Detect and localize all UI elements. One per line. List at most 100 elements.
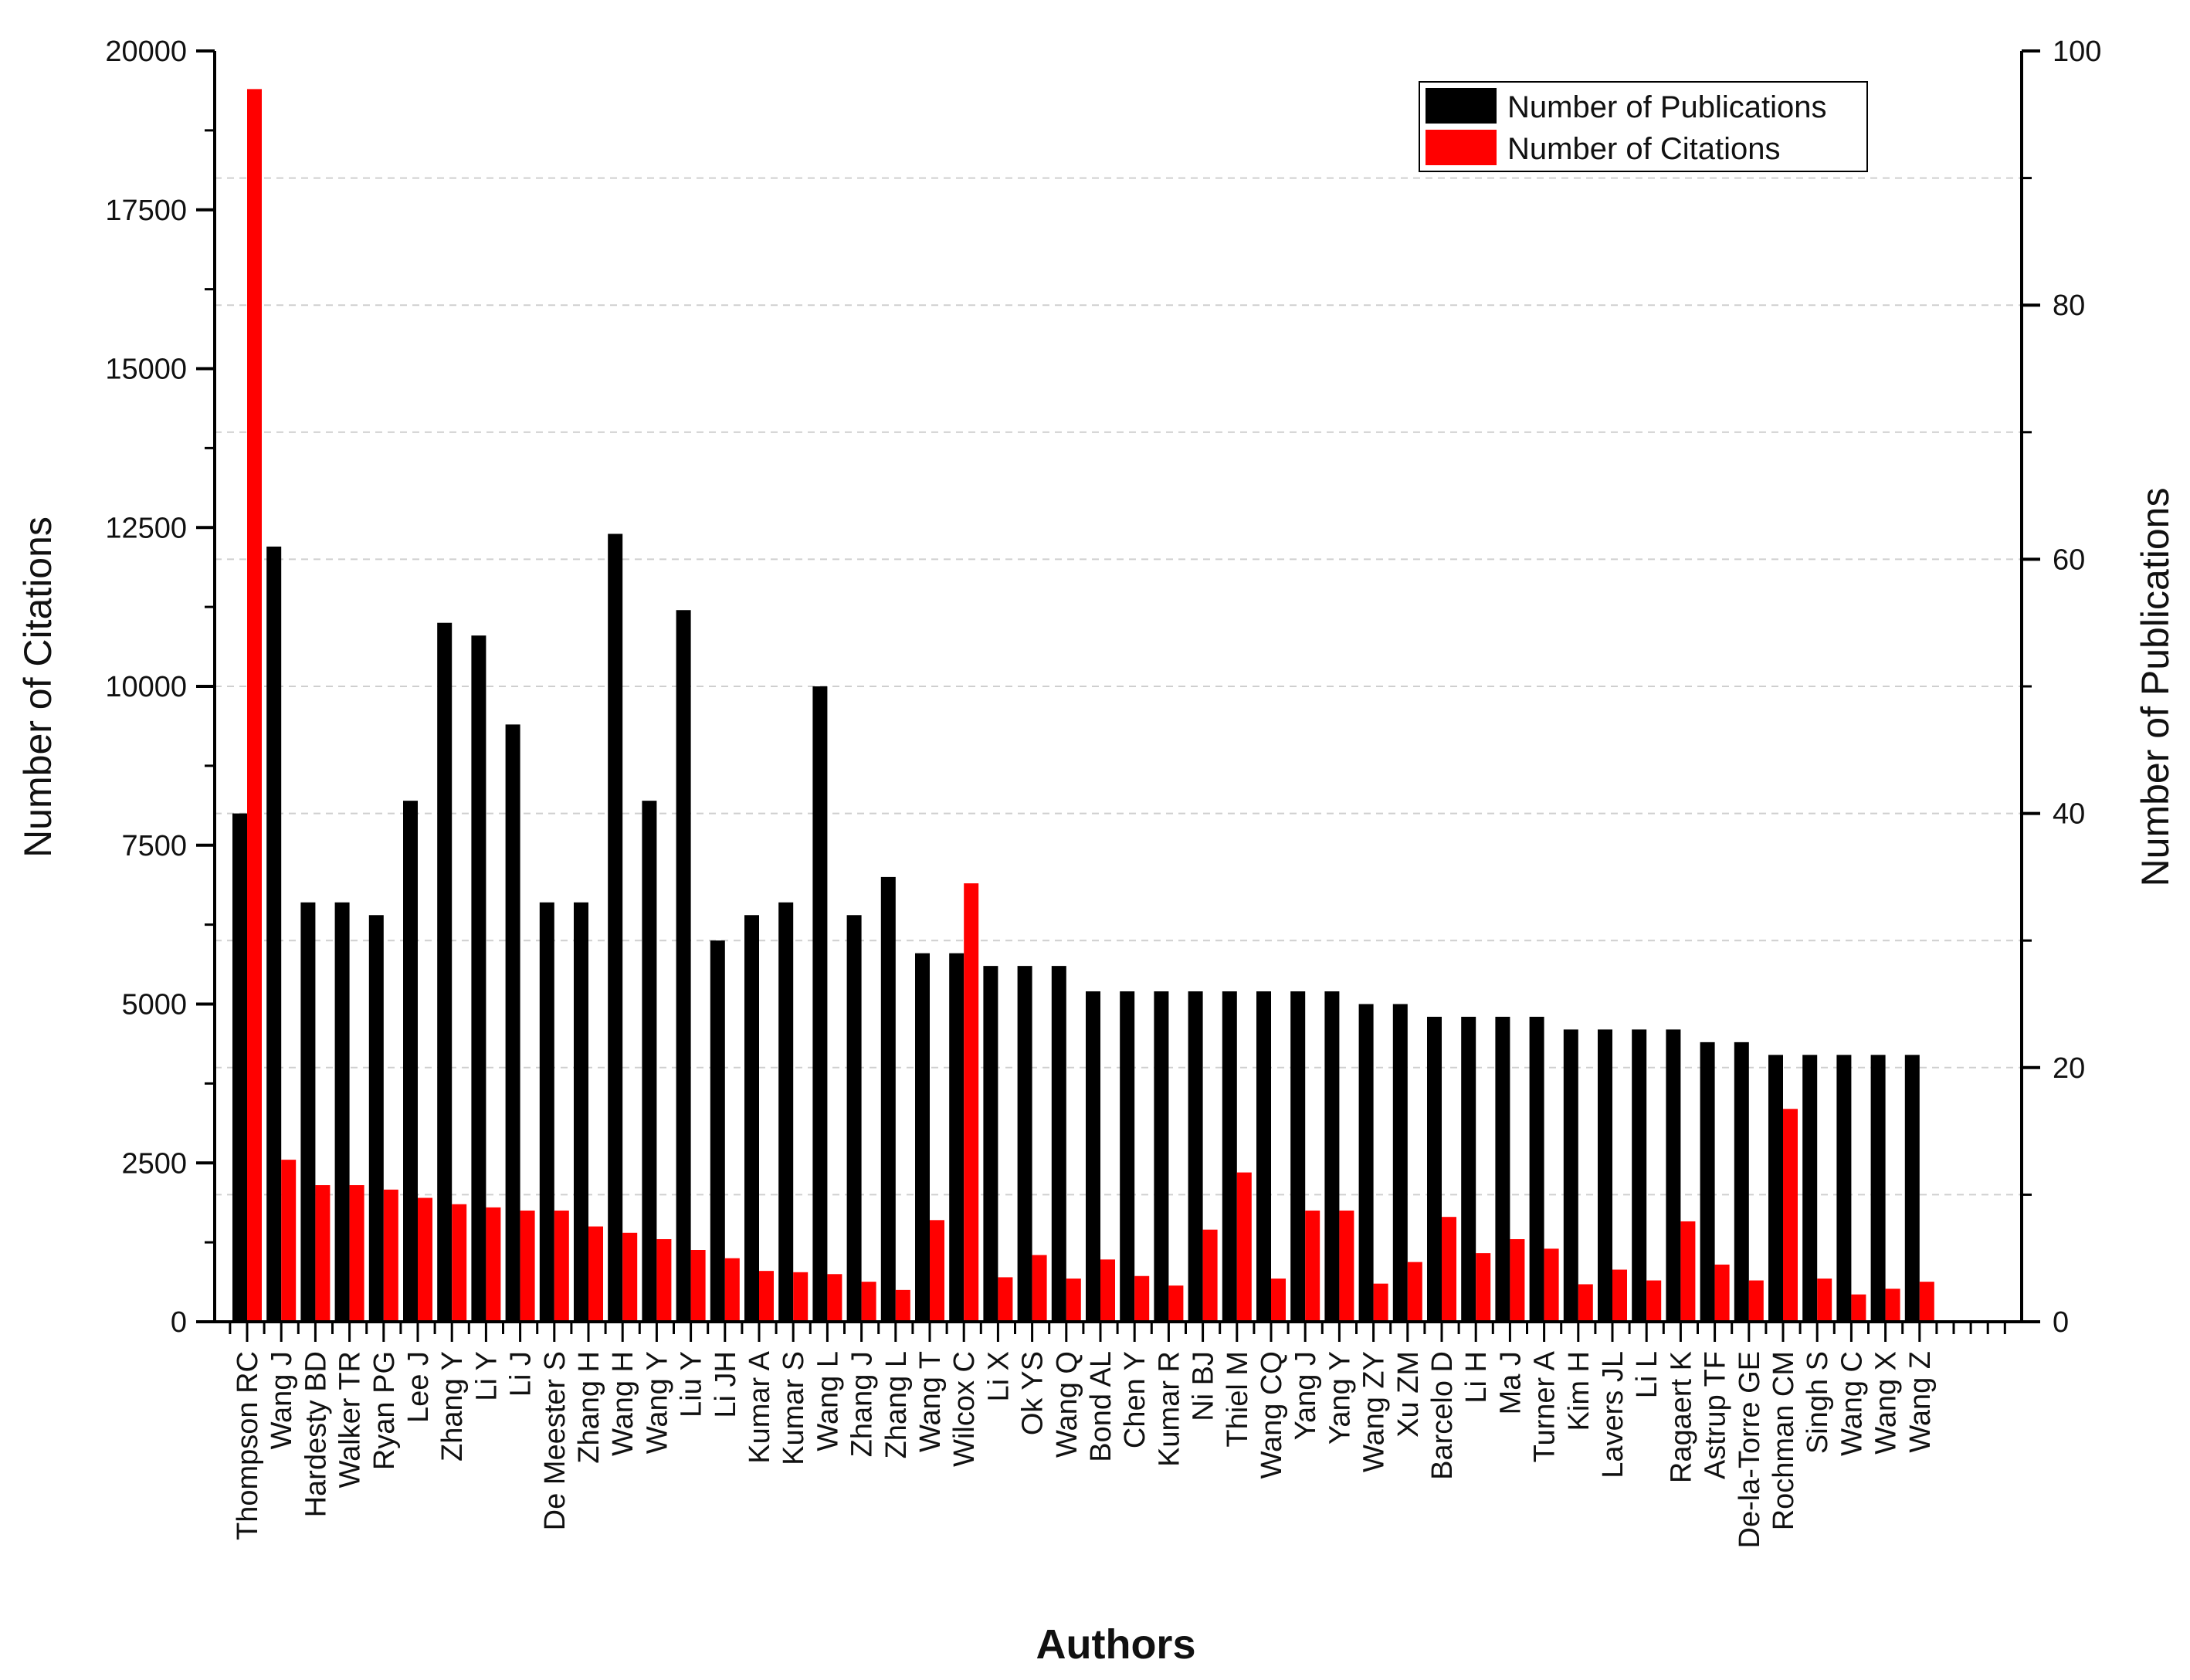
bar-citations bbox=[998, 1277, 1013, 1322]
bar-publications bbox=[1222, 991, 1237, 1322]
x-category-label: Wilcox C bbox=[948, 1351, 981, 1467]
bar-citations bbox=[964, 883, 979, 1322]
bar-citations bbox=[1612, 1269, 1627, 1322]
x-category-label: Xu ZM bbox=[1392, 1351, 1425, 1438]
x-category-label: Li JH bbox=[710, 1351, 742, 1418]
bar-citations bbox=[1407, 1262, 1422, 1322]
bar-citations bbox=[1885, 1289, 1900, 1322]
x-category-label: Wang J bbox=[266, 1351, 298, 1449]
bar-citations bbox=[1783, 1109, 1798, 1322]
bar-publications bbox=[1086, 991, 1100, 1322]
bar-citations bbox=[1646, 1280, 1662, 1322]
x-category-label: Walker TR bbox=[334, 1351, 367, 1488]
right-tick-label: 20 bbox=[2053, 1052, 2085, 1085]
bar-publications bbox=[1461, 1016, 1476, 1322]
bar-publications bbox=[710, 940, 725, 1322]
axes bbox=[196, 49, 2040, 1342]
bar-citations bbox=[383, 1189, 398, 1322]
bar-publications bbox=[915, 953, 930, 1322]
bar-publications bbox=[1563, 1029, 1578, 1322]
bar-publications bbox=[1495, 1016, 1510, 1322]
left-tick-label: 2500 bbox=[121, 1147, 187, 1180]
x-category-label: Wang L bbox=[812, 1351, 844, 1451]
bar-publications bbox=[1154, 991, 1169, 1322]
right-tick-label: 80 bbox=[2053, 290, 2085, 322]
bar-publications bbox=[949, 953, 964, 1322]
x-category-label: Yang J bbox=[1290, 1351, 1322, 1440]
bar-citations bbox=[1032, 1255, 1047, 1322]
x-category-label: Astrup TF bbox=[1700, 1351, 1732, 1479]
bar-publications bbox=[368, 915, 384, 1322]
x-category-label: Singh S bbox=[1802, 1351, 1834, 1454]
bar-citations bbox=[452, 1204, 467, 1322]
bar-citations bbox=[1851, 1294, 1866, 1322]
bar-citations bbox=[827, 1274, 842, 1322]
x-category-label: Wang C bbox=[1836, 1351, 1868, 1456]
right-tick-label: 100 bbox=[2053, 36, 2101, 68]
bar-publications bbox=[778, 902, 794, 1322]
x-category-label: Bond AL bbox=[1085, 1351, 1117, 1462]
bar-citations bbox=[690, 1250, 706, 1322]
right-tick-label: 60 bbox=[2053, 544, 2085, 576]
x-category-label: Lee J bbox=[402, 1351, 435, 1423]
bar-publications bbox=[1120, 991, 1135, 1322]
x-category-label: Kumar R bbox=[1153, 1351, 1185, 1467]
bar-citations bbox=[1100, 1259, 1115, 1322]
x-category-label: Lavers JL bbox=[1597, 1351, 1629, 1478]
bar-publications bbox=[403, 801, 418, 1322]
bar-publications bbox=[1802, 1055, 1818, 1322]
legend-swatch-publications bbox=[1426, 88, 1497, 124]
x-category-label: Hardesty BD bbox=[300, 1351, 332, 1517]
bar-publications bbox=[1904, 1055, 1920, 1322]
bar-citations bbox=[1748, 1280, 1764, 1322]
bar-publications bbox=[1768, 1055, 1783, 1322]
bar-publications bbox=[1598, 1029, 1612, 1322]
bar-citations bbox=[1714, 1264, 1730, 1322]
bar-citations bbox=[247, 89, 262, 1322]
x-category-label: Wang T bbox=[914, 1351, 947, 1452]
bar-citations bbox=[1544, 1248, 1559, 1322]
bar-citations bbox=[1442, 1217, 1456, 1322]
legend: Number of Publications Number of Citatio… bbox=[1419, 81, 1868, 172]
x-category-label: Ma J bbox=[1494, 1351, 1527, 1414]
bar-publications bbox=[812, 686, 828, 1322]
bar-citations bbox=[418, 1197, 432, 1322]
bar-publications bbox=[1529, 1016, 1544, 1322]
bar-publications bbox=[539, 902, 554, 1322]
bar-publications bbox=[1700, 1042, 1715, 1322]
bar-publications bbox=[880, 876, 896, 1322]
bar-citations bbox=[1510, 1239, 1525, 1322]
x-category-label: Ni BJ bbox=[1188, 1351, 1220, 1421]
left-axis-title: Number of Citations bbox=[16, 517, 59, 858]
right-tick-label: 40 bbox=[2053, 798, 2085, 831]
bar-citations bbox=[861, 1282, 876, 1322]
legend-label-publications: Number of Publications bbox=[1507, 90, 1827, 124]
bar-publications bbox=[1290, 991, 1306, 1322]
x-category-label: Thompson RC bbox=[232, 1351, 264, 1540]
bar-citations bbox=[724, 1258, 740, 1322]
x-category-label: Wang X bbox=[1870, 1351, 1903, 1455]
x-category-label: Kumar A bbox=[744, 1350, 776, 1463]
bar-publications bbox=[1870, 1055, 1886, 1322]
left-tick-label: 17500 bbox=[105, 195, 187, 227]
bar-citations bbox=[622, 1232, 638, 1322]
bar-citations bbox=[349, 1185, 364, 1322]
x-category-label: Zhang J bbox=[846, 1351, 879, 1457]
bars bbox=[232, 89, 1934, 1322]
x-category-label: Wang Y bbox=[641, 1351, 673, 1454]
x-category-label: De Meester S bbox=[539, 1351, 571, 1530]
x-category-label: Ryan PG bbox=[368, 1351, 401, 1470]
bar-citations bbox=[1339, 1210, 1354, 1322]
bar-publications bbox=[300, 902, 316, 1322]
bar-publications bbox=[437, 622, 453, 1322]
bar-publications bbox=[334, 902, 350, 1322]
bar-citations bbox=[759, 1271, 774, 1322]
bar-publications bbox=[1427, 1016, 1442, 1322]
bar-citations bbox=[588, 1226, 603, 1322]
bar-citations bbox=[793, 1272, 809, 1322]
x-category-label: Liu Y bbox=[676, 1351, 708, 1418]
bar-citations bbox=[554, 1210, 569, 1322]
bar-publications bbox=[608, 533, 623, 1322]
x-category-label: Kim H bbox=[1563, 1351, 1595, 1431]
bar-publications bbox=[1324, 991, 1340, 1322]
